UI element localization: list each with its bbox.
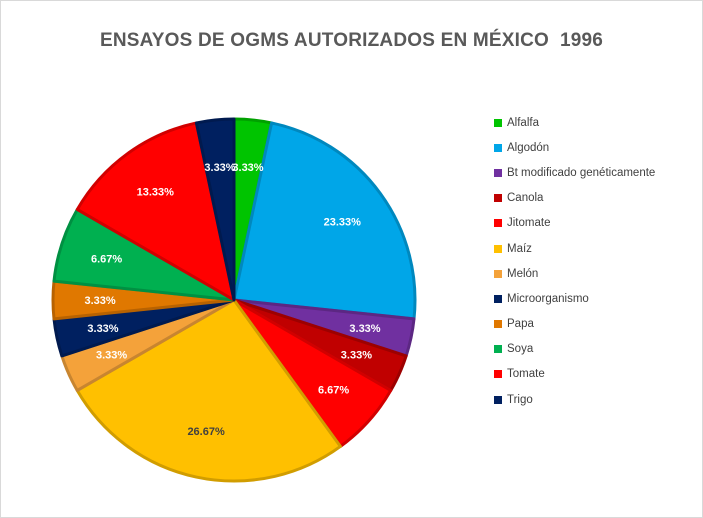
data-label-tomate: 13.33% [137,187,175,199]
legend-swatch [494,345,502,354]
legend-item-tomate: Tomate [494,362,699,387]
legend-item-canola: Canola [494,186,699,211]
data-label-melon: 3.33% [96,349,127,361]
legend-label: Papa [507,318,534,331]
legend-swatch [494,118,502,127]
legend-label: Bt modificado genéticamente [507,166,656,179]
pie-slice-tomate [75,121,236,302]
legend-swatch [494,269,502,278]
legend-swatch [494,143,502,152]
legend-item-microorganismo: Microorganismo [494,286,699,311]
data-label-canola: 3.33% [341,349,372,361]
legend-item-bt-modificado-geneticamente: Bt modificado genéticamente [494,160,699,185]
data-label-bt-modificado-geneticamente: 3.33% [349,323,380,335]
data-label-papa: 3.33% [84,295,115,307]
data-label-alfalfa: 3.33% [232,162,263,174]
legend-item-alfalfa: Alfalfa [494,110,699,135]
legend-label: Soya [507,343,534,356]
legend-swatch [494,294,502,303]
legend-swatch [494,320,502,329]
legend-item-soya: Soya [494,337,699,362]
legend-item-jitomate: Jitomate [494,211,699,236]
legend-swatch [494,395,502,404]
legend-swatch [494,370,502,379]
data-label-trigo: 3.33% [204,162,235,174]
data-label-jitomate: 6.67% [318,385,349,397]
data-label-microorganismo: 3.33% [87,323,118,335]
legend-label: Tomate [507,368,545,381]
legend-item-algodon: Algodón [494,135,699,160]
legend-swatch [494,219,502,228]
data-label-soya: 6.67% [91,254,122,266]
pie-slice-algodon [232,121,417,321]
legend-label: Canola [507,192,544,205]
legend-swatch [494,194,502,203]
pie-slice-trigo [194,117,236,302]
data-label-algodon: 23.33% [324,216,362,228]
legend-item-melon: Melón [494,261,699,286]
legend-item-maiz: Maíz [494,236,699,261]
chart-title: ENSAYOS DE OGMS AUTORIZADOS EN MÉXICO 19… [99,30,604,51]
legend: Alfalfa Algodón Bt modificado genéticament… [494,110,699,412]
legend-label: Maíz [507,242,532,255]
legend-label: Melón [507,267,539,280]
legend-label: Jitomate [507,217,551,230]
legend-label: Trigo [507,393,533,406]
pie-slice-maiz [75,298,342,483]
legend-label: Alfalfa [507,116,539,129]
legend-swatch [494,244,502,253]
legend-item-papa: Papa [494,312,699,337]
legend-item-trigo: Trigo [494,387,699,412]
data-label-maiz: 26.67% [187,426,225,438]
legend-label: Microorganismo [507,292,589,305]
legend-swatch [494,168,502,177]
legend-label: Algodón [507,141,550,154]
